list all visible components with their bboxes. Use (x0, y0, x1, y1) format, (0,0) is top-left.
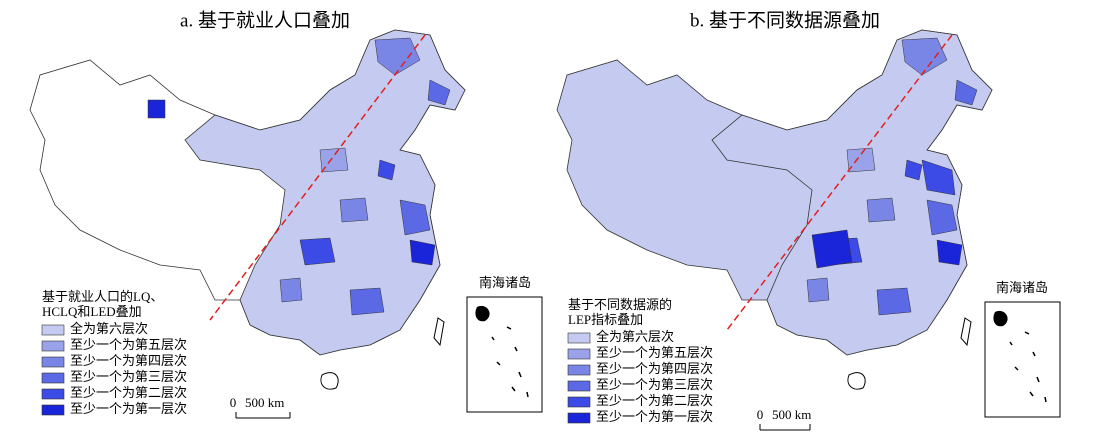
legend-swatch (567, 380, 591, 392)
scale-end: 500 km (245, 395, 284, 410)
legend-title: 基于不同数据源的 (568, 297, 672, 312)
panel-title: a. 基于就业人口叠加 (180, 9, 350, 31)
legend-swatch (567, 364, 591, 376)
legend-label: 至少一个为第五层次 (596, 345, 713, 360)
legend-label: 至少一个为第二层次 (70, 385, 187, 400)
legend-label: 至少一个为第二层次 (596, 393, 713, 408)
legend-swatch (567, 332, 591, 344)
inset-label: 南海诸岛 (479, 275, 531, 290)
inset-label: 南海诸岛 (996, 280, 1048, 295)
legend-label: 至少一个为第三层次 (70, 369, 187, 384)
legend-swatch (41, 324, 65, 336)
legend-title: LEP指标叠加 (568, 312, 643, 327)
legend-swatch (567, 348, 591, 360)
legend-label: 全为第六层次 (596, 329, 674, 344)
legend-label: 至少一个为第四层次 (596, 361, 713, 376)
legend-swatch (567, 412, 591, 424)
legend-swatch (41, 388, 65, 400)
legend-label: 至少一个为第一层次 (70, 401, 187, 416)
legend-title: HCLQ和LED叠加 (42, 304, 142, 319)
legend-label: 全为第六层次 (70, 321, 148, 336)
legend-swatch (41, 372, 65, 384)
legend-label: 至少一个为第四层次 (70, 353, 187, 368)
legend-swatch (41, 404, 65, 416)
legend-swatch (41, 340, 65, 352)
panel-b (556, 29, 1061, 431)
legend-swatch (567, 396, 591, 408)
legend-title: 基于就业人口的LQ、 (42, 289, 163, 304)
panel-a (29, 29, 543, 419)
legend-swatch (41, 356, 65, 368)
scale-end: 500 km (772, 407, 811, 422)
legend-label: 至少一个为第一层次 (596, 409, 713, 424)
legend-label: 至少一个为第五层次 (70, 337, 187, 352)
scale-start: 0 (757, 407, 764, 422)
scale-start: 0 (230, 395, 237, 410)
legend-label: 至少一个为第三层次 (596, 377, 713, 392)
panel-title: b. 基于不同数据源叠加 (690, 9, 880, 31)
